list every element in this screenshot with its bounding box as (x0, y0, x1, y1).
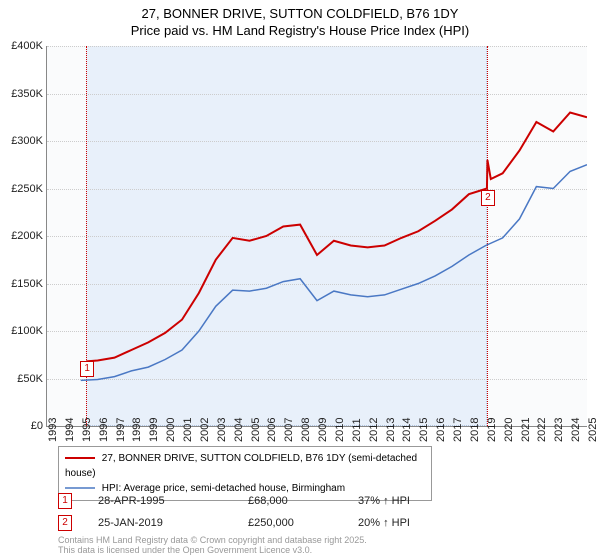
series-line-0 (86, 113, 587, 362)
sale-price: £68,000 (248, 490, 358, 512)
y-axis-label: £100K (1, 325, 43, 337)
y-axis-label: £250K (1, 183, 43, 195)
y-axis-label: £300K (1, 135, 43, 147)
sale-marker-1: 1 (58, 493, 72, 509)
marker-box-1: 1 (80, 361, 94, 377)
title-main: 27, BONNER DRIVE, SUTTON COLDFIELD, B76 … (0, 6, 600, 23)
chart-plot-area: £0£50K£100K£150K£200K£250K£300K£350K£400… (46, 46, 587, 427)
y-axis-label: £350K (1, 88, 43, 100)
sale-hpi: 37% ↑ HPI (358, 490, 458, 512)
attribution-text: Contains HM Land Registry data © Crown c… (58, 536, 367, 556)
sale-row: 2 25-JAN-2019 £250,000 20% ↑ HPI (58, 512, 458, 534)
series-line-1 (81, 165, 587, 381)
sale-price: £250,000 (248, 512, 358, 534)
line-series (47, 46, 587, 426)
x-axis-label: 2025 (587, 418, 599, 442)
y-axis-label: £0 (1, 420, 43, 432)
y-axis-label: £150K (1, 278, 43, 290)
chart-title: 27, BONNER DRIVE, SUTTON COLDFIELD, B76 … (0, 0, 600, 40)
y-axis-label: £400K (1, 40, 43, 52)
sale-row: 1 28-APR-1995 £68,000 37% ↑ HPI (58, 490, 458, 512)
sale-marker-2: 2 (58, 515, 72, 531)
title-sub: Price paid vs. HM Land Registry's House … (0, 23, 600, 40)
legend-label-property: 27, BONNER DRIVE, SUTTON COLDFIELD, B76 … (65, 453, 417, 479)
sale-records: 1 28-APR-1995 £68,000 37% ↑ HPI 2 25-JAN… (58, 490, 458, 534)
y-axis-label: £50K (1, 373, 43, 385)
y-axis-label: £200K (1, 230, 43, 242)
sale-date: 25-JAN-2019 (98, 512, 248, 534)
sale-hpi: 20% ↑ HPI (358, 512, 458, 534)
legend-item-property: 27, BONNER DRIVE, SUTTON COLDFIELD, B76 … (65, 451, 425, 481)
sale-date: 28-APR-1995 (98, 490, 248, 512)
marker-box-2: 2 (481, 190, 495, 206)
